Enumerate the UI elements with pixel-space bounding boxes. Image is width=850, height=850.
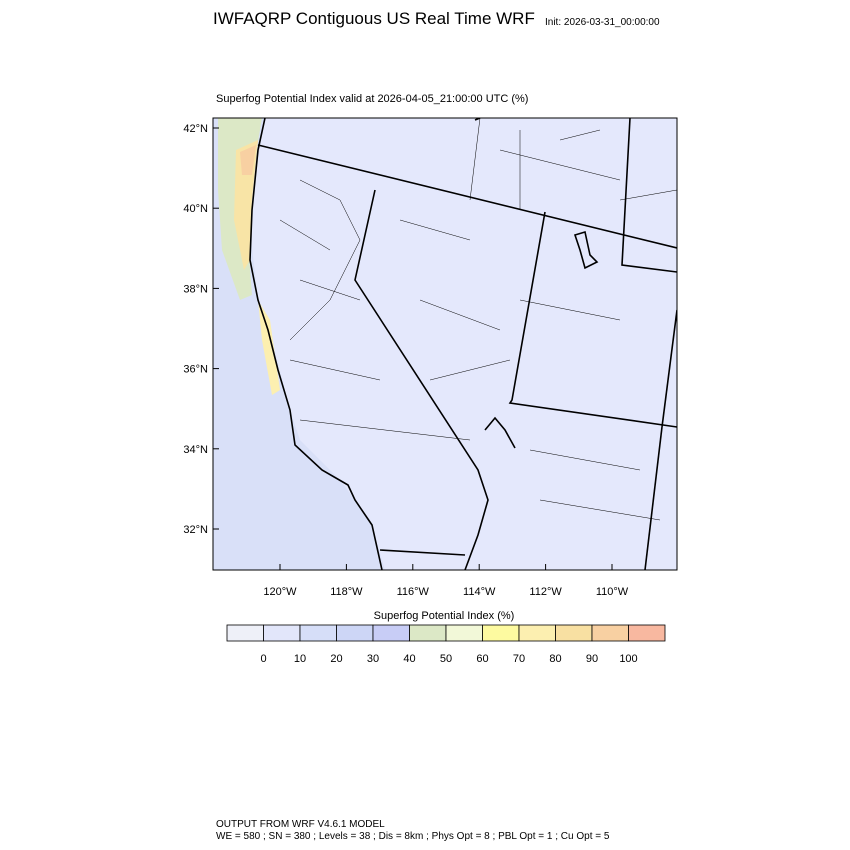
colorbar-swatch	[555, 624, 593, 642]
colorbar-label: 60	[476, 653, 488, 665]
footer-line: WE = 580 ; SN = 380 ; Levels = 38 ; Dis …	[216, 831, 610, 842]
colorbar-swatch	[628, 624, 666, 642]
lat-label: 38°N	[183, 283, 208, 295]
colorbar-label: 10	[294, 653, 306, 665]
colorbar-swatch	[336, 624, 374, 642]
colorbar-label: 0	[260, 653, 266, 665]
colorbar-swatch	[372, 624, 410, 642]
colorbar-label: 40	[403, 653, 415, 665]
lat-label: 40°N	[183, 203, 208, 215]
colorbar-swatch	[482, 624, 520, 642]
colorbar-label: 50	[440, 653, 452, 665]
lat-label: 32°N	[183, 524, 208, 536]
init-time: Init: 2026-03-31_00:00:00	[545, 17, 660, 28]
colorbar-swatch	[409, 624, 447, 642]
lon-label: 118°W	[330, 586, 363, 598]
lon-label: 112°W	[529, 586, 562, 598]
lon-label: 116°W	[397, 586, 430, 598]
lon-label: 114°W	[463, 586, 496, 598]
colorbar-label: 70	[513, 653, 525, 665]
lat-label: 34°N	[183, 444, 208, 456]
colorbar-label: 100	[619, 653, 637, 665]
subtitle: Superfog Potential Index valid at 2026-0…	[216, 93, 528, 105]
colorbar-label: 20	[330, 653, 342, 665]
map	[212, 117, 678, 571]
footer-line: OUTPUT FROM WRF V4.6.1 MODEL	[216, 819, 385, 830]
colorbar-swatch	[299, 624, 337, 642]
colorbar-label: 90	[586, 653, 598, 665]
lon-label: 120°W	[263, 586, 297, 598]
colorbar-swatch	[226, 624, 264, 642]
colorbar-title: Superfog Potential Index (%)	[374, 610, 515, 622]
colorbar-swatch	[445, 624, 483, 642]
colorbar-swatch	[518, 624, 556, 642]
colorbar-swatch	[591, 624, 629, 642]
colorbar-label: 80	[549, 653, 561, 665]
colorbar-swatch	[263, 624, 301, 642]
lon-label: 110°W	[596, 586, 629, 598]
colorbar-label: 30	[367, 653, 379, 665]
lat-label: 42°N	[183, 123, 208, 135]
title: IWFAQRP Contiguous US Real Time WRF	[213, 9, 535, 28]
lat-label: 36°N	[183, 364, 208, 376]
